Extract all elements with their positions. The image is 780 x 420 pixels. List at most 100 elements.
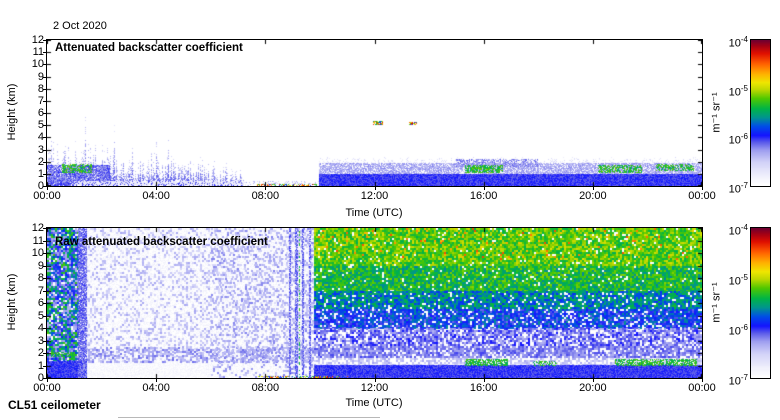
y-tick-mark (43, 77, 47, 78)
y-tick-label: 11 (32, 46, 44, 59)
attenuated-backscatter-heatmap (46, 39, 703, 187)
y-tick-label: 1 (37, 359, 44, 372)
x-tick-label: 12:00 (360, 190, 389, 202)
y-tick-mark (43, 52, 47, 53)
y-tick-label: 10 (31, 58, 44, 71)
y-tick-label: 12 (31, 222, 44, 234)
y-tick-mark (43, 162, 47, 163)
y-tick-mark (43, 40, 47, 41)
y-tick-mark (43, 228, 47, 229)
top-y-axis-label: Height (km) (6, 83, 18, 141)
colorbar-tick-label: 10-6 (728, 132, 748, 147)
x-tick-mark (593, 187, 594, 190)
y-tick-label: 3 (37, 334, 44, 347)
x-tick-mark (156, 187, 157, 190)
y-tick-label: 1 (37, 167, 44, 180)
y-tick-label: 2 (37, 347, 44, 359)
y-tick-label: 7 (37, 284, 44, 297)
y-tick-label: 6 (37, 107, 44, 119)
y-tick-label: 4 (37, 131, 44, 144)
x-tick-label: 08:00 (251, 190, 280, 202)
y-tick-label: 0 (37, 180, 44, 192)
colorbar-tick-label: 10-5 (728, 273, 748, 288)
date-label: 2 Oct 2020 (53, 20, 107, 32)
x-tick-mark (593, 379, 594, 382)
x-tick-mark (47, 379, 48, 382)
x-tick-label: 16:00 (469, 190, 498, 202)
y-tick-mark (43, 137, 47, 138)
y-tick-mark (43, 125, 47, 126)
y-tick-mark (43, 378, 47, 379)
x-tick-label: 00:00 (688, 382, 716, 394)
x-tick-mark (47, 187, 48, 190)
y-tick-label: 4 (37, 322, 44, 334)
x-tick-mark (484, 379, 485, 382)
bottom-x-axis-label: Time (UTC) (345, 397, 403, 409)
x-tick-label: 00:00 (33, 190, 61, 202)
colorbar-tick-label: 10-7 (728, 373, 748, 388)
x-tick-label: 20:00 (579, 382, 607, 394)
y-tick-label: 11 (32, 234, 44, 247)
y-tick-mark (43, 303, 47, 304)
x-tick-mark (375, 187, 376, 190)
colorbar-tick-label: 10-6 (728, 323, 748, 338)
y-tick-mark (43, 101, 47, 102)
y-tick-mark (43, 266, 47, 267)
y-tick-mark (43, 366, 47, 367)
y-tick-label: 10 (31, 247, 44, 259)
x-tick-mark (265, 187, 266, 190)
bottom-y-axis-label: Height (km) (6, 273, 18, 331)
x-tick-label: 04:00 (142, 190, 170, 202)
y-tick-label: 6 (37, 297, 44, 309)
y-tick-mark (43, 186, 47, 187)
y-tick-mark (43, 64, 47, 65)
y-tick-mark (43, 316, 47, 317)
y-tick-label: 8 (37, 272, 44, 284)
colorbar-tick-label: 10-4 (728, 223, 748, 238)
bottom-panel-title: Raw attenuated backscatter coefficient (55, 236, 268, 248)
top-x-axis-label: Time (UTC) (345, 207, 403, 219)
x-tick-label: 04:00 (142, 382, 170, 394)
colorbar-tick-label: 10-7 (728, 181, 748, 196)
y-tick-label: 5 (37, 119, 44, 132)
x-tick-label: 00:00 (33, 382, 61, 394)
x-tick-label: 16:00 (469, 382, 498, 394)
y-tick-mark (43, 341, 47, 342)
y-tick-mark (43, 150, 47, 151)
y-tick-mark (43, 328, 47, 329)
y-tick-label: 7 (37, 94, 44, 107)
y-tick-mark (43, 291, 47, 292)
colorbar-tick-label: 10-5 (728, 83, 748, 99)
y-tick-mark (43, 241, 47, 242)
x-tick-label: 12:00 (360, 382, 389, 394)
instrument-label: CL51 ceilometer (8, 398, 101, 412)
x-tick-label: 00:00 (688, 190, 716, 202)
raw-backscatter-heatmap (46, 227, 703, 379)
bottom-colorbar (750, 227, 771, 379)
y-tick-label: 0 (37, 372, 44, 384)
y-tick-label: 9 (37, 259, 44, 272)
y-tick-mark (43, 253, 47, 254)
x-tick-mark (156, 379, 157, 382)
top-colorbar (750, 39, 771, 187)
x-tick-mark (265, 379, 266, 382)
y-tick-label: 12 (31, 34, 44, 46)
y-tick-label: 3 (37, 143, 44, 156)
y-tick-mark (43, 113, 47, 114)
x-tick-label: 20:00 (579, 190, 607, 202)
y-tick-mark (43, 89, 47, 90)
x-tick-mark (375, 379, 376, 382)
x-tick-mark (702, 379, 703, 382)
y-tick-label: 5 (37, 309, 44, 322)
y-tick-label: 2 (37, 155, 44, 168)
colorbar-tick-label: 10-4 (728, 35, 748, 50)
y-tick-mark (43, 278, 47, 279)
x-tick-label: 08:00 (251, 382, 280, 394)
y-tick-label: 9 (37, 70, 44, 83)
bottom-hairline (118, 417, 380, 418)
y-tick-label: 8 (37, 82, 44, 95)
top-panel-title: Attenuated backscatter coefficient (55, 42, 243, 54)
y-tick-mark (43, 174, 47, 175)
x-tick-mark (484, 187, 485, 190)
